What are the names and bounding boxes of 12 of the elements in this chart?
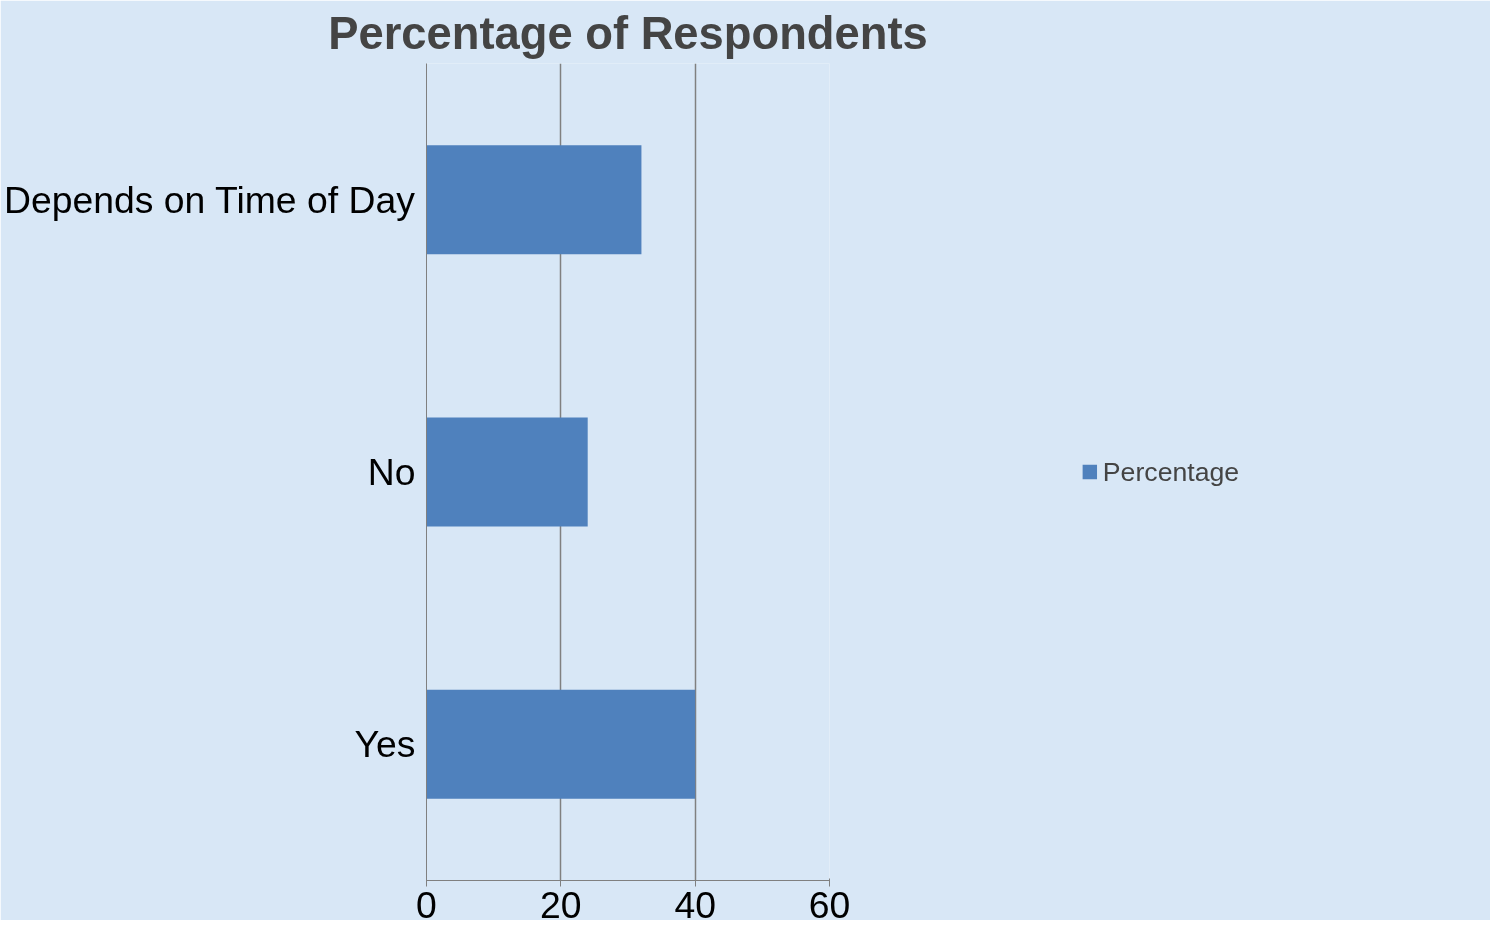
chart-title: Percentage of Respondents xyxy=(328,7,928,59)
y-tick-label: Yes xyxy=(354,723,416,766)
bar xyxy=(426,145,642,255)
bar xyxy=(426,689,696,799)
y-tick-label: No xyxy=(367,451,416,493)
x-tick-label: 0 xyxy=(416,883,437,925)
legend-label: Percentage xyxy=(1102,456,1240,487)
y-tick-label: Depends on Time of Day xyxy=(4,178,416,221)
x-tick-label: 40 xyxy=(674,883,716,925)
bar xyxy=(426,417,588,527)
x-tick-label: 20 xyxy=(540,883,582,925)
x-tick-label: 60 xyxy=(808,883,851,925)
